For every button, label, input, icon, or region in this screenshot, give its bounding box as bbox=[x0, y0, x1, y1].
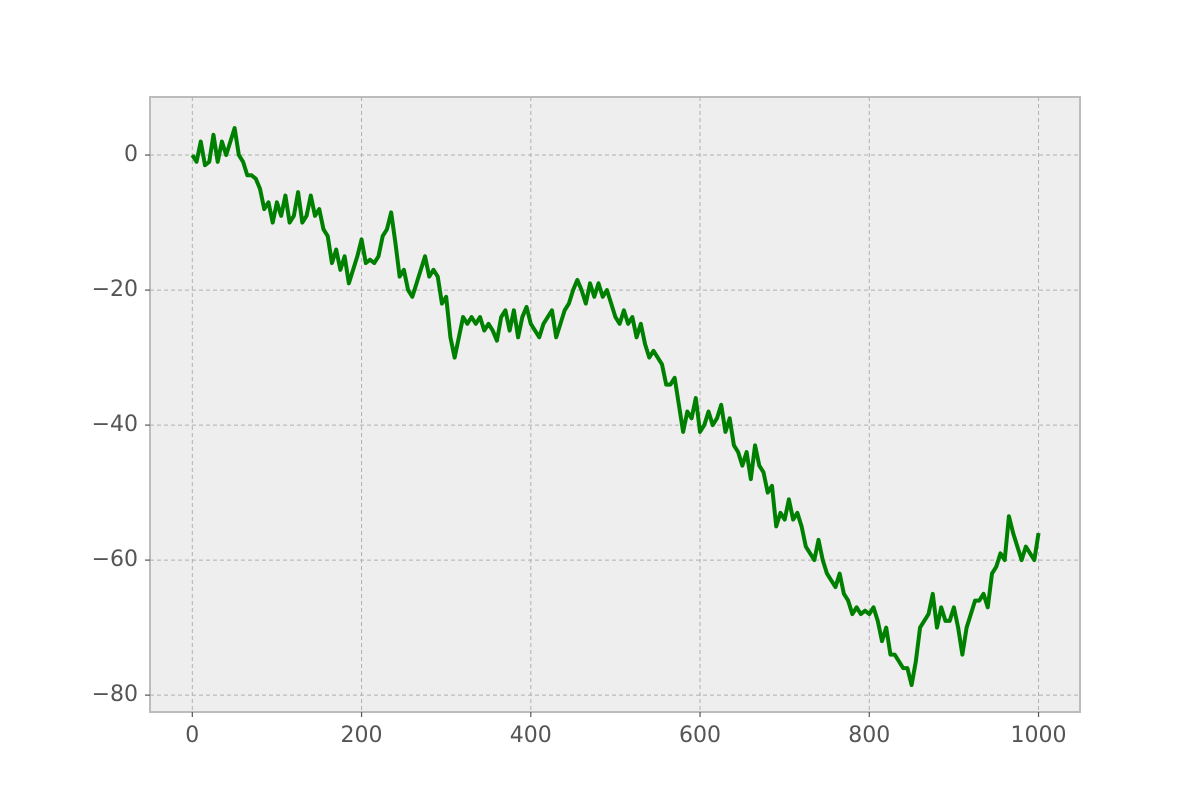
y-tick-label: −40 bbox=[92, 412, 138, 437]
x-tick-label: 200 bbox=[341, 723, 383, 748]
line-series bbox=[190, 126, 1041, 687]
x-tick-label: 600 bbox=[679, 723, 721, 748]
x-tick-label: 800 bbox=[848, 723, 890, 748]
x-tick-label: 1000 bbox=[1011, 723, 1067, 748]
y-tick-label: −80 bbox=[92, 682, 138, 707]
plot-area bbox=[149, 96, 1081, 713]
x-tick-label: 400 bbox=[510, 723, 552, 748]
y-tick-label: 0 bbox=[124, 142, 138, 167]
x-tick-label: 0 bbox=[185, 723, 199, 748]
y-tick-label: −60 bbox=[92, 547, 138, 572]
y-tick-label: −20 bbox=[92, 277, 138, 302]
